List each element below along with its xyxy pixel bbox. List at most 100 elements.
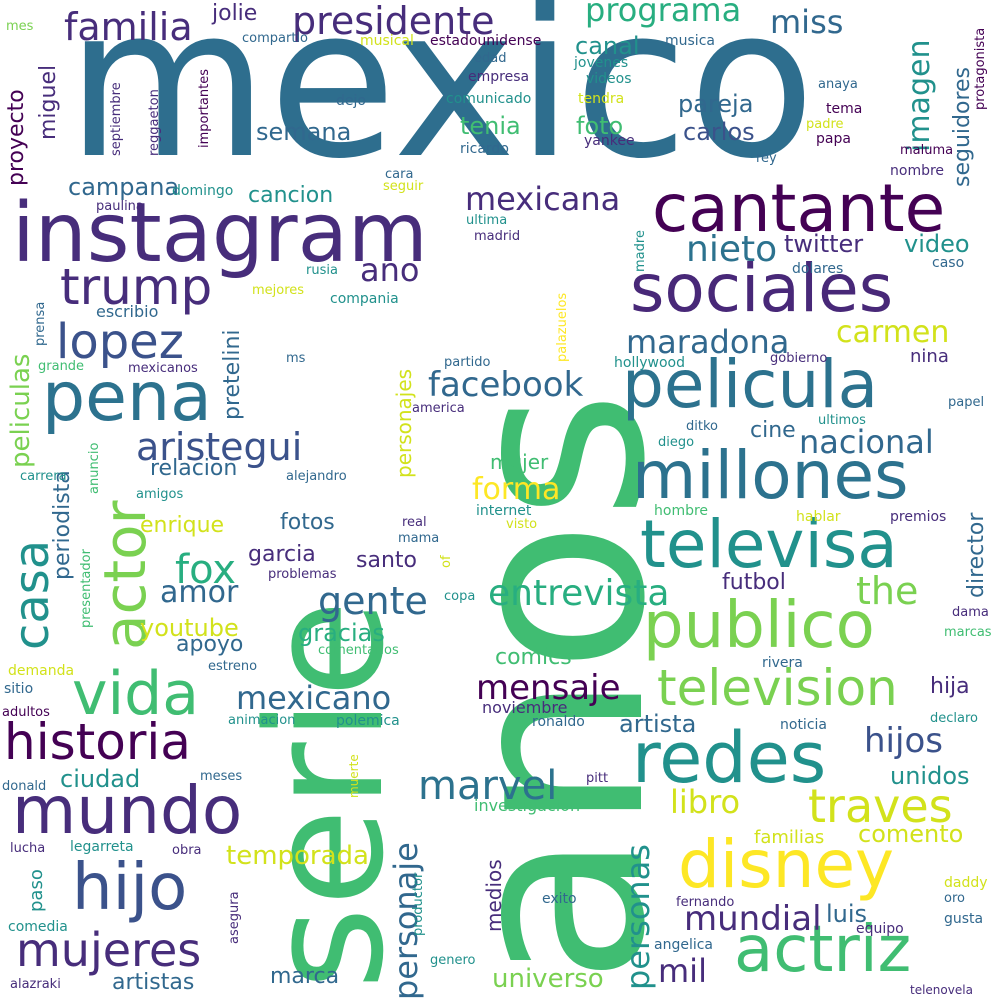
word-comento: comento [858, 820, 964, 848]
word-personas: personas [619, 844, 657, 990]
word-grande: grande [38, 359, 85, 374]
word-copa: copa [444, 589, 476, 604]
word-nina: nina [910, 346, 949, 367]
word-trump: trump [60, 258, 213, 316]
word-miss: miss [770, 3, 844, 41]
word-disney: disney [678, 826, 895, 903]
word-luis: luis [826, 900, 868, 928]
word-compartio: compartio [242, 31, 308, 46]
word-hija: hija [930, 674, 970, 699]
word-mil: mil [658, 952, 707, 990]
word-maradona: maradona [626, 323, 790, 361]
word-santo: santo [356, 548, 417, 573]
word-entrevista: entrevista [488, 573, 670, 614]
word-visto: visto [506, 517, 538, 532]
word-importantes: importantes [197, 69, 212, 148]
word-campana: campana [68, 173, 180, 201]
word-america: america [412, 401, 465, 416]
word-mensaje: mensaje [476, 668, 621, 708]
word-muerte: muerte [347, 754, 361, 798]
word-comentarios: comentarios [318, 643, 399, 658]
word-foto: foto [576, 112, 624, 140]
word-amigos: amigos [136, 487, 184, 502]
word-cancion: cancion [248, 183, 334, 208]
word-alazraki: alazraki [10, 977, 61, 992]
word-apoyo: apoyo [176, 632, 244, 657]
word-hijos: hijos [864, 721, 943, 761]
word-palazuelos: palazuelos [555, 292, 570, 362]
word-fox: fox [175, 547, 236, 593]
word-mujeres: mujeres [16, 923, 202, 977]
word-gobierno: gobierno [770, 351, 828, 366]
word-reggaeton: reggaeton [147, 89, 162, 156]
word-demanda: demanda [8, 663, 75, 679]
word-adultos: adultos [2, 705, 50, 720]
word-exito: exito [542, 891, 577, 907]
word-empresa: empresa [468, 69, 530, 85]
word-protagonista: protagonista [973, 27, 988, 110]
word-pena: pena [42, 358, 212, 437]
word-noviembre: noviembre [482, 698, 568, 717]
word-carlos: carlos [683, 118, 755, 146]
word-diego: diego [658, 435, 695, 450]
word-polemica: polemica [336, 713, 400, 729]
word-imagen: imagen [902, 39, 937, 152]
word-anuncio: anuncio [87, 442, 102, 494]
word-legarreta: legarreta [70, 839, 134, 855]
word-internet: internet [476, 503, 532, 519]
word-daddy: daddy [944, 875, 988, 891]
word-domingo: domingo [172, 183, 234, 199]
word-nombre: nombre [890, 163, 945, 179]
word-serie: serie [232, 599, 419, 990]
word-papa: papa [816, 131, 851, 147]
word-casa: casa [4, 539, 60, 650]
word-familias: familias [754, 827, 825, 848]
word-ultimos: ultimos [818, 413, 866, 428]
word-seguidores: seguidores [950, 66, 975, 187]
word-programa: programa [585, 0, 742, 29]
word-paulina: paulina [96, 199, 144, 214]
word-instagram: instagram [12, 186, 428, 281]
word-hijo: hijo [72, 851, 188, 925]
word-obra: obra [172, 843, 202, 858]
word-the: the [856, 569, 919, 613]
word-redes: redes [632, 717, 827, 799]
word-mexicano: mexicano [236, 679, 392, 717]
word-twitter: twitter [784, 230, 864, 258]
word-marcas: marcas [944, 625, 992, 640]
word-forma: forma [472, 472, 561, 507]
word-personajes: personajes [392, 368, 416, 478]
word-cantante: cantante [652, 170, 946, 247]
word-ultima: ultima [466, 213, 508, 228]
word-relacion: relacion [150, 456, 238, 481]
word-carrera: carrera [20, 469, 67, 484]
word-carmen: carmen [836, 315, 950, 350]
word-partido: partido [444, 355, 491, 370]
word-sitio: sitio [4, 681, 34, 697]
word-publico: publico [643, 589, 875, 663]
word-papel: papel [948, 395, 985, 410]
word-lopez: lopez [56, 314, 184, 370]
word-ricardo: ricardo [460, 141, 509, 157]
word-cara: cara [385, 167, 414, 182]
word-yankee: yankee [584, 133, 635, 149]
word-mama: mama [398, 531, 440, 546]
word-aristegui: aristegui [136, 425, 303, 469]
word-artista: artista [619, 710, 697, 738]
word-nacional: nacional [799, 423, 934, 461]
word-asegura: asegura [227, 891, 242, 944]
word-musica: musica [665, 33, 715, 49]
word-dama: dama [952, 605, 989, 620]
word-telenovela: telenovela [910, 983, 973, 997]
word-angelica: angelica [654, 937, 714, 953]
word-seguir: seguir [383, 179, 424, 194]
word-garcia: garcia [248, 542, 316, 567]
word-gusta: gusta [944, 911, 984, 927]
word-hombre: hombre [654, 503, 709, 519]
word-peliculas: peliculas [6, 353, 36, 468]
word-television: television [657, 659, 898, 717]
word-edad: edad [474, 51, 507, 66]
word-semana: semana [256, 118, 352, 146]
word-premios: premios [890, 509, 947, 525]
word-caso: caso [932, 255, 965, 271]
